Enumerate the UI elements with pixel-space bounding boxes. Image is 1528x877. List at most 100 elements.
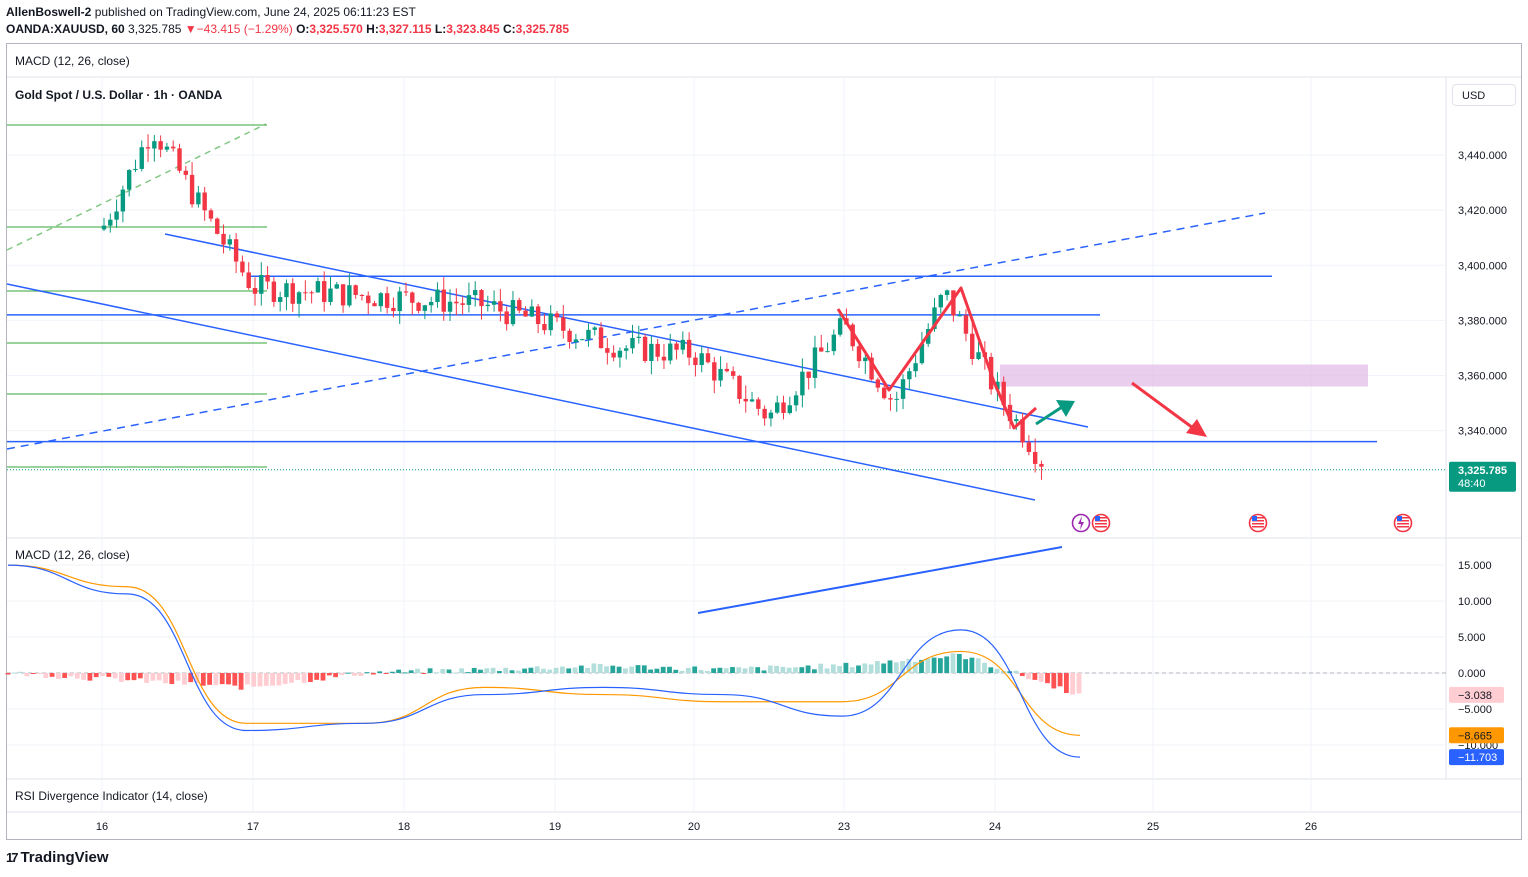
candle-body [1026, 442, 1032, 452]
candle-body [743, 398, 748, 402]
us-flag-event-icon[interactable] [1248, 513, 1268, 533]
open-value: 3,325.570 [309, 22, 363, 36]
candle-body [441, 289, 446, 312]
macd-plot [5, 564, 1082, 758]
candle-body [1007, 404, 1013, 422]
candle-body [812, 347, 818, 378]
author-name[interactable]: AllenBoswell-2 [6, 5, 92, 19]
macd-histogram-bar [1019, 673, 1025, 677]
flag-stripe [1252, 517, 1264, 519]
candle-body [510, 300, 516, 325]
macd-histogram-bar [717, 667, 723, 673]
macd-histogram-bar [830, 664, 836, 673]
candle-body [504, 311, 509, 325]
rsi-title[interactable]: RSI Divergence Indicator (14, close) [15, 789, 208, 803]
candle-body [359, 294, 365, 296]
macd-histogram-bar [282, 673, 288, 684]
macd-histogram-bar [1038, 673, 1044, 682]
tradingview-logo[interactable]: 17 TradingView [6, 849, 109, 866]
macd-histogram-bar [440, 669, 446, 673]
candle-body [215, 218, 220, 234]
candle-body [907, 371, 912, 380]
flag-stripe [1095, 526, 1107, 528]
macd-histogram-bar [93, 673, 99, 678]
candle-body [548, 313, 553, 331]
candle-body [460, 303, 465, 305]
macd-histogram-bar [673, 669, 679, 673]
macd-histogram-bar [490, 667, 496, 673]
candle-body [995, 381, 1000, 390]
candle-body [158, 141, 163, 150]
macd-histogram-bar [541, 668, 546, 673]
candle-body [523, 310, 528, 317]
macd-histogram-bar [402, 672, 408, 674]
currency-button[interactable]: USD [1452, 84, 1516, 106]
macd-histogram-bar [686, 667, 691, 673]
resistance-zone [1000, 364, 1368, 387]
macd-histogram-bar [749, 666, 754, 673]
histogram-badge [1449, 686, 1504, 703]
macd-histogram-bar [478, 669, 483, 673]
candle-body [353, 285, 358, 295]
macd-histogram-bar [534, 666, 540, 673]
macd-histogram-bar [793, 667, 798, 673]
candle-body [309, 292, 314, 294]
macd-histogram-bar [509, 670, 515, 673]
close-value: 3,325.785 [515, 22, 570, 36]
macd-histogram-bar [623, 668, 628, 673]
candle-body [340, 284, 346, 306]
candle-body [825, 351, 830, 353]
macd-title[interactable]: MACD (12, 26, close) [15, 548, 130, 562]
candle-body [152, 141, 157, 149]
candle-body [529, 306, 535, 317]
candle-body [372, 303, 377, 307]
price-axis-label: 3,360.000 [1458, 371, 1507, 383]
candle-body [793, 395, 799, 406]
macd-histogram-bar [692, 666, 698, 673]
macd-histogram-bar [156, 673, 162, 681]
change-arrow: ▼ [184, 22, 197, 36]
candle-body [617, 350, 623, 358]
candle-body [114, 211, 119, 220]
candle-body [800, 371, 805, 396]
top-indicator-title[interactable]: MACD (12, 26, close) [15, 54, 130, 68]
us-flag-event-icon[interactable] [1393, 513, 1413, 533]
candle-body [271, 281, 277, 302]
candle-body [246, 272, 251, 288]
candle-body [649, 343, 654, 361]
price-change: −43.415 (−1.29%) [196, 22, 293, 36]
macd-histogram-bar [887, 660, 893, 673]
macd-histogram-bar [654, 668, 660, 673]
macd-histogram-bar [383, 673, 389, 674]
flag-canton [1095, 516, 1100, 521]
macd-histogram-bar [389, 671, 395, 673]
candle-body [863, 357, 868, 362]
flag-canton [1252, 516, 1257, 521]
macd-histogram-bar [780, 666, 786, 673]
macd-histogram-bar [629, 666, 635, 673]
main-chart-title: Gold Spot / U.S. Dollar · 1h · OANDA [15, 88, 223, 102]
macd-histogram-bar [919, 659, 924, 673]
candle-body [630, 337, 635, 349]
us-flag-event-icon[interactable] [1091, 513, 1111, 533]
candle-body [957, 315, 962, 317]
candle-body [561, 317, 566, 331]
flag-stripe [1397, 517, 1409, 519]
macd-histogram-bar [515, 670, 521, 673]
macd-histogram-bar [812, 669, 817, 673]
dashed-uptrend-green [6, 123, 267, 251]
macd-histogram-bar [736, 667, 742, 673]
candle-body [686, 339, 692, 358]
last-price-badge [1449, 461, 1516, 492]
macd-histogram-bar [352, 673, 357, 676]
macd-histogram-bar [755, 667, 761, 673]
macd-histogram-bar [856, 665, 861, 673]
macd-histogram-bar [963, 659, 968, 673]
macd-histogram-bar [679, 670, 685, 673]
lightning-event-icon[interactable] [1071, 513, 1091, 533]
macd-histogram-bar [805, 665, 811, 673]
macd-histogram-bar [1026, 673, 1031, 680]
macd-histogram-bar [251, 673, 257, 687]
last-price-badge-text: 3,325.785 [1458, 465, 1507, 477]
